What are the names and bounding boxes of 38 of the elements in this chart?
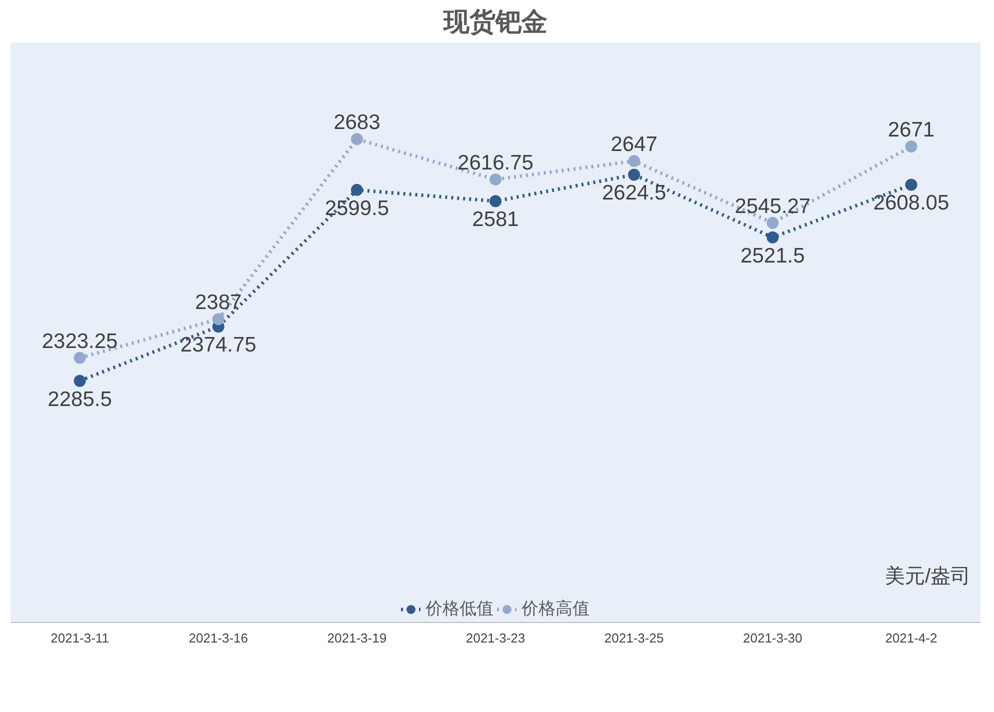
chart-title: 现货钯金: [442, 8, 548, 38]
x-tick-label: 2021-4-2: [885, 630, 938, 646]
data-label: 2323.25: [42, 330, 118, 353]
x-tick-label: 2021-3-23: [466, 630, 526, 646]
data-label: 2624.5: [602, 182, 666, 205]
data-label: 2387: [195, 291, 242, 314]
point: [766, 231, 779, 244]
x-tick-label: 2021-3-19: [327, 630, 387, 646]
legend-label: 价格高值: [522, 598, 590, 620]
point: [905, 178, 918, 191]
point: [628, 168, 640, 181]
point: [628, 155, 640, 168]
point: [350, 184, 363, 196]
point: [74, 374, 86, 387]
point: [766, 216, 779, 229]
point: [905, 140, 918, 152]
text: 美元/盎司: [884, 564, 971, 588]
x-tick-label: 2021-3-11: [50, 630, 109, 646]
point: [74, 352, 86, 364]
point: [350, 133, 363, 146]
data-label: 2683: [334, 111, 380, 134]
data-label: 2671: [888, 118, 935, 142]
data-label: 2545.27: [734, 194, 811, 218]
data-label: 2521.5: [740, 244, 805, 268]
data-label: 2616.75: [458, 151, 534, 174]
data-label: 2647: [610, 133, 658, 156]
data-label: 2581: [472, 208, 519, 232]
x-tick-label: 2021-3-16: [188, 630, 248, 646]
legend-label: 价格低值: [426, 598, 494, 620]
data-label: 2608.05: [873, 192, 950, 215]
data-label: 2285.5: [48, 388, 112, 411]
x-tick-label: 2021-3-25: [604, 630, 664, 646]
point: [490, 173, 502, 186]
x-tick-label: 2021-3-30: [743, 630, 802, 646]
data-label: 2599.5: [324, 196, 390, 220]
data-label: 2374.75: [180, 334, 256, 357]
point: [212, 313, 224, 326]
point: [490, 195, 502, 208]
